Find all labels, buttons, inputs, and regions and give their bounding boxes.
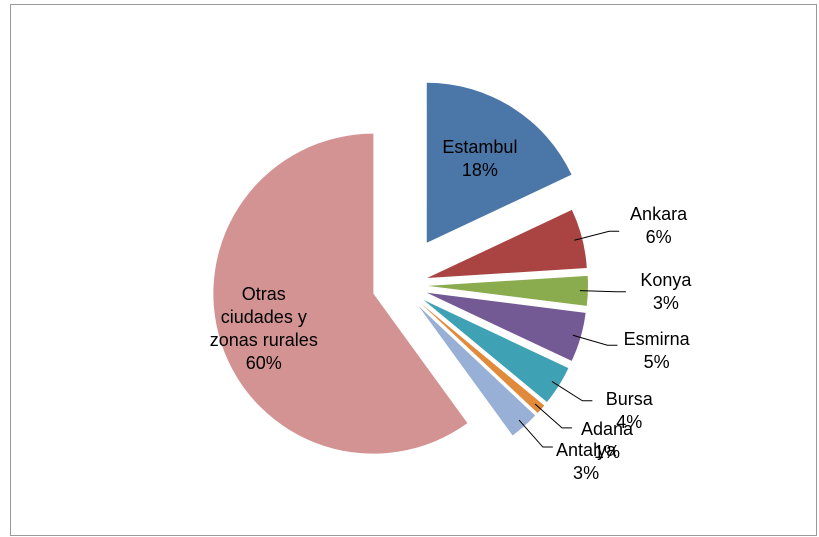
slice-label: Ankara 6%	[630, 203, 687, 249]
slice-label: Bursa 4%	[606, 388, 653, 434]
leader-line	[579, 290, 626, 293]
pie-slice	[426, 292, 586, 361]
pie-slice	[427, 209, 587, 279]
label-text: Antalya	[556, 440, 617, 461]
label-text: 6%	[645, 227, 672, 248]
label-text: 5%	[643, 351, 670, 372]
label-text: Ankara	[630, 204, 688, 225]
slice-label: Konya 3%	[640, 269, 691, 315]
pie-slice	[423, 300, 569, 402]
slice-label: Esmirna 5%	[624, 328, 690, 374]
pie-slice	[418, 306, 536, 436]
pie-slice	[421, 303, 545, 414]
label-text: 1%	[594, 442, 621, 463]
label-text: Esmirna	[623, 328, 690, 349]
pie-slice	[213, 133, 468, 454]
label-text: 3%	[652, 293, 679, 314]
label-text: 4%	[616, 412, 643, 433]
label-text: 18%	[461, 160, 498, 181]
leader-line	[574, 230, 620, 241]
label-text: Estambul	[442, 137, 518, 158]
chart-border	[10, 4, 817, 536]
leader-line	[551, 381, 593, 402]
slice-label: Adana 1%	[581, 418, 633, 464]
leader-line	[518, 419, 553, 448]
pie-slice	[426, 82, 572, 243]
pie-slice	[427, 275, 588, 306]
label-text: Adana	[580, 419, 634, 440]
slice-label: Otras ciudades y zonas rurales 60%	[204, 283, 324, 375]
label-text: 60%	[245, 353, 282, 374]
label-text: Bursa	[605, 389, 653, 410]
leader-line	[534, 403, 573, 429]
label-text: Otras ciudades y zonas rurales	[209, 284, 318, 351]
slice-label: Estambul 18%	[442, 136, 517, 182]
label-text: Konya	[640, 270, 692, 291]
leader-line	[572, 334, 618, 346]
label-text: 3%	[573, 463, 600, 484]
slice-label: Antalya 3%	[556, 439, 616, 485]
